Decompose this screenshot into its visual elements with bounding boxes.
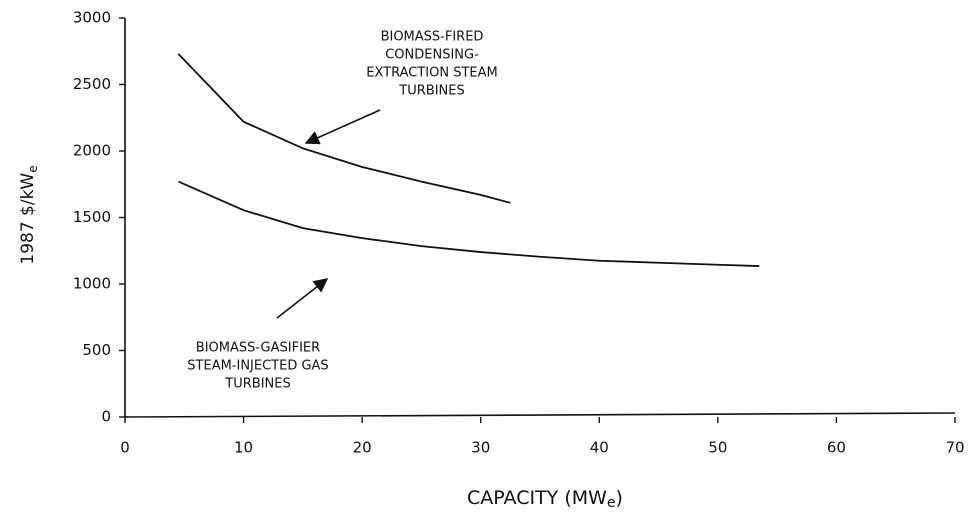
y-tick-label: 2500 <box>73 75 111 93</box>
x-tick-label: 40 <box>590 439 609 457</box>
y-tick-label: 2000 <box>73 142 111 160</box>
line <box>177 180 760 267</box>
y-axis-label-sub: e <box>26 165 40 172</box>
y-axis-label-text: 1987 $/kW <box>18 173 38 265</box>
x-axis-label-text: CAPACITY (MW <box>467 487 607 509</box>
y-tick-label: 500 <box>82 341 111 359</box>
x-tick-label: 50 <box>708 439 727 457</box>
y-tick-label: 3000 <box>73 9 111 27</box>
x-tick-label: 60 <box>827 439 846 457</box>
x-tick-label: 70 <box>945 439 964 457</box>
y-tick-label: 1500 <box>73 208 111 226</box>
x-axis-label: CAPACITY (MWe) <box>467 487 623 512</box>
y-axis-label: 1987 $/kWe <box>18 165 40 264</box>
x-axis-label-sub: e <box>607 495 616 511</box>
arrow <box>276 278 329 319</box>
x-tick-label: 20 <box>353 439 372 457</box>
x-tick-label: 0 <box>120 439 130 457</box>
arrow <box>304 109 381 145</box>
annotation: BIOMASS-GASIFIER <box>196 341 320 356</box>
annotation: BIOMASS-FIRED <box>381 30 484 45</box>
x-axis-label-tail: ) <box>616 487 623 509</box>
annotation: TURBINES <box>398 84 464 99</box>
y-tick-label: 1000 <box>73 275 111 293</box>
annotation: CONDENSING- <box>385 48 479 63</box>
annotation: STEAM-INJECTED GAS <box>187 359 328 374</box>
line <box>177 53 511 204</box>
annotation: EXTRACTION STEAM <box>366 66 497 81</box>
x-tick-label: 10 <box>234 439 253 457</box>
x-tick-label: 30 <box>471 439 490 457</box>
annotation: TURBINES <box>224 377 290 392</box>
x-axis <box>124 412 956 418</box>
y-tick-label: 0 <box>101 408 111 426</box>
